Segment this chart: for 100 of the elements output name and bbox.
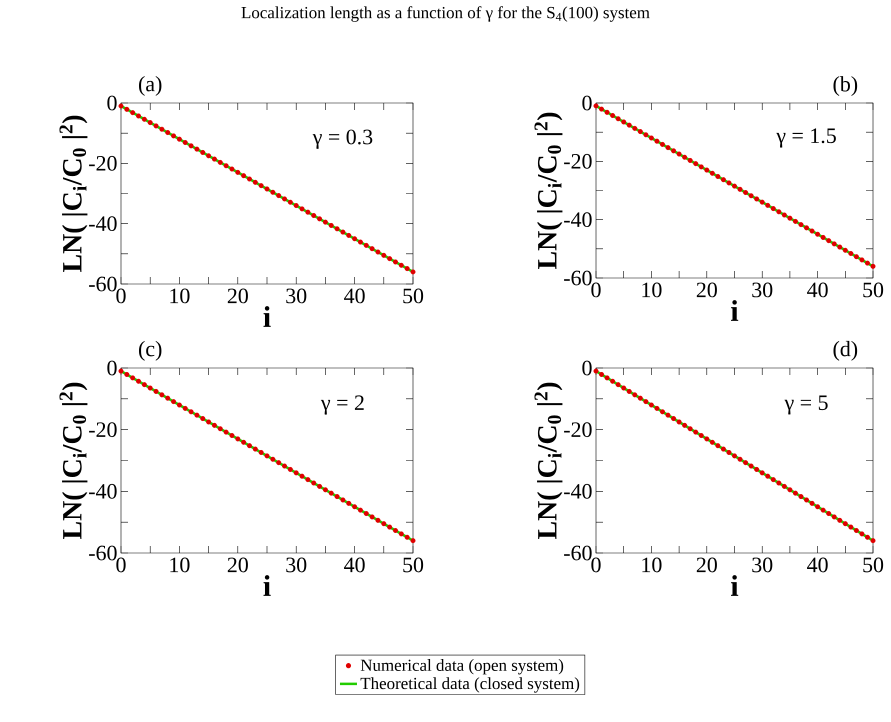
point xyxy=(832,241,837,246)
point xyxy=(264,453,270,458)
point xyxy=(704,436,710,442)
point xyxy=(159,126,164,132)
point xyxy=(870,538,876,544)
point xyxy=(842,521,848,526)
x-tick-label: 30 xyxy=(286,288,306,304)
x-tick-label: 40 xyxy=(344,558,365,572)
point xyxy=(648,402,654,408)
y-tick-label: -20 xyxy=(89,422,117,438)
x-tick-label: 30 xyxy=(752,558,772,572)
point xyxy=(364,242,369,248)
point xyxy=(206,419,212,424)
point xyxy=(715,174,720,179)
point xyxy=(322,220,328,225)
point xyxy=(743,460,748,466)
point xyxy=(375,518,380,523)
point xyxy=(188,409,194,414)
point xyxy=(136,113,142,118)
point xyxy=(826,511,832,516)
point xyxy=(848,524,854,530)
x-tick-label: 20 xyxy=(228,288,248,304)
point xyxy=(118,104,124,109)
point xyxy=(676,152,682,157)
point xyxy=(748,193,754,198)
point xyxy=(182,406,188,411)
point xyxy=(305,210,310,215)
text: (b) xyxy=(833,76,858,96)
point xyxy=(688,426,693,432)
x-tick-label: 30 xyxy=(752,282,772,298)
point xyxy=(124,106,130,112)
y-tick-label: 0 xyxy=(107,360,117,376)
point xyxy=(810,228,815,234)
x-tick-label: 50 xyxy=(863,282,884,298)
point xyxy=(224,163,229,168)
point xyxy=(317,216,322,222)
point xyxy=(804,497,810,502)
point xyxy=(364,511,369,516)
point xyxy=(776,209,782,214)
point xyxy=(200,150,206,155)
point xyxy=(370,514,375,520)
point xyxy=(782,484,787,489)
point xyxy=(726,450,732,455)
point xyxy=(792,218,798,224)
point xyxy=(715,443,720,448)
point xyxy=(864,260,870,266)
point xyxy=(340,230,346,235)
point xyxy=(776,480,782,486)
point xyxy=(859,257,864,262)
point xyxy=(671,148,676,154)
point xyxy=(352,504,358,510)
point xyxy=(720,446,726,452)
y-tick-label: -60 xyxy=(564,270,592,286)
y-tick-label: -20 xyxy=(564,154,592,169)
point xyxy=(387,524,392,530)
point xyxy=(270,456,276,462)
point xyxy=(212,422,217,428)
y-tick-label: -40 xyxy=(89,216,117,232)
point xyxy=(754,196,760,202)
point xyxy=(594,103,599,108)
point xyxy=(693,430,698,435)
point xyxy=(258,450,264,455)
x-tick-label: 20 xyxy=(696,558,717,572)
point xyxy=(792,490,798,496)
point xyxy=(770,206,776,212)
point xyxy=(698,164,704,170)
point xyxy=(660,409,665,414)
point xyxy=(142,116,147,122)
point xyxy=(682,154,688,160)
point xyxy=(381,521,386,526)
point xyxy=(252,446,258,452)
point xyxy=(229,433,234,438)
point xyxy=(171,399,176,404)
point xyxy=(398,262,404,268)
point xyxy=(328,490,334,496)
point xyxy=(754,466,760,472)
point xyxy=(370,246,375,252)
point xyxy=(229,166,234,172)
point xyxy=(165,396,170,401)
point xyxy=(130,375,136,380)
point xyxy=(264,186,270,192)
point xyxy=(616,382,621,388)
point xyxy=(798,222,804,228)
point xyxy=(334,494,340,500)
point xyxy=(594,368,599,374)
point xyxy=(610,378,616,384)
text: (a) xyxy=(139,76,162,96)
point xyxy=(604,375,610,380)
point xyxy=(760,470,765,476)
point xyxy=(610,113,616,118)
y-axis-title: LN( |C$_{i}$/C$_{0}$ |$^{2}$) xyxy=(59,382,88,540)
y-axis-title: LN( |C$_{i}$/C$_{0}$ |$^{2}$) xyxy=(59,116,88,272)
point xyxy=(352,236,358,242)
x-tick-label: 10 xyxy=(642,558,662,572)
legend-label: Numerical data (open system) xyxy=(360,659,564,674)
point xyxy=(854,528,859,533)
text: (c) xyxy=(139,340,162,361)
point xyxy=(848,250,854,256)
point xyxy=(328,222,334,228)
y-tick-label: 0 xyxy=(582,96,592,110)
